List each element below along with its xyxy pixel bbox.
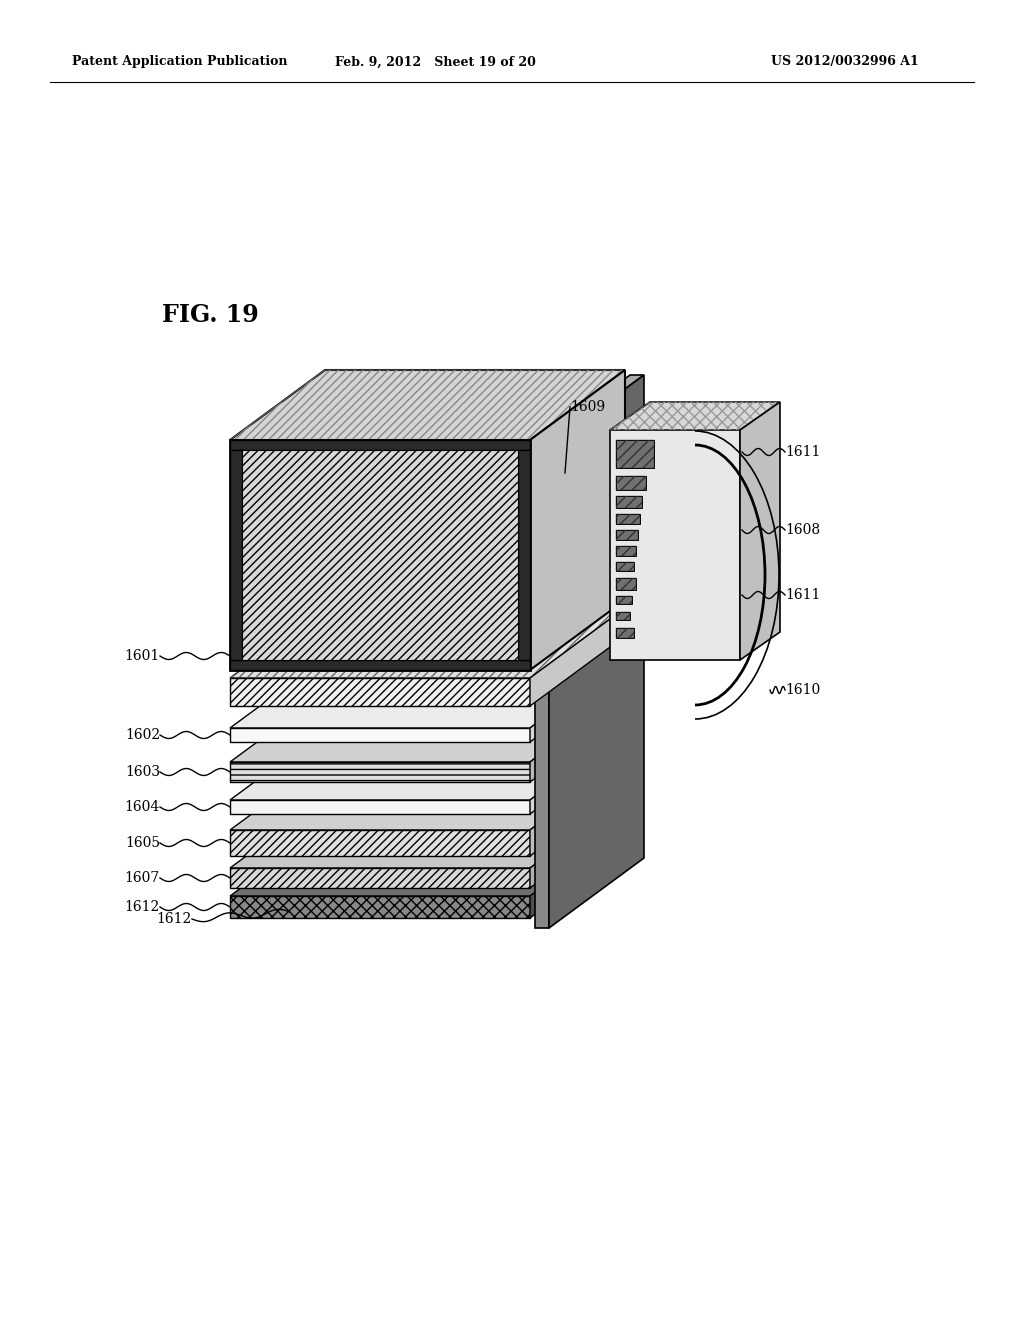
Polygon shape <box>518 450 530 660</box>
Polygon shape <box>530 657 625 742</box>
Polygon shape <box>230 826 625 896</box>
Polygon shape <box>530 799 625 888</box>
Polygon shape <box>230 799 625 869</box>
Polygon shape <box>230 762 530 781</box>
Polygon shape <box>610 403 780 430</box>
Polygon shape <box>230 440 530 450</box>
Text: 1602: 1602 <box>125 729 160 742</box>
Polygon shape <box>549 511 602 535</box>
Polygon shape <box>230 896 530 917</box>
Polygon shape <box>616 440 654 469</box>
Polygon shape <box>530 730 625 814</box>
Polygon shape <box>230 370 625 440</box>
Text: 1604: 1604 <box>125 800 160 814</box>
Text: 1608: 1608 <box>785 523 820 537</box>
Polygon shape <box>230 609 625 678</box>
Polygon shape <box>530 826 625 917</box>
Polygon shape <box>740 403 780 660</box>
Polygon shape <box>535 375 644 445</box>
Polygon shape <box>616 612 630 620</box>
Polygon shape <box>530 609 625 706</box>
Polygon shape <box>571 511 602 557</box>
Polygon shape <box>616 597 632 605</box>
Polygon shape <box>230 657 625 729</box>
Text: 1605: 1605 <box>125 836 160 850</box>
Polygon shape <box>549 375 644 928</box>
Text: 1601: 1601 <box>125 649 160 663</box>
Polygon shape <box>530 692 625 781</box>
Text: 1611: 1611 <box>785 445 820 459</box>
Text: 1607: 1607 <box>125 871 160 884</box>
Text: 1609: 1609 <box>570 400 605 414</box>
Text: Patent Application Publication: Patent Application Publication <box>72 55 288 69</box>
Text: FIG. 19: FIG. 19 <box>162 304 259 327</box>
Polygon shape <box>610 430 740 660</box>
Polygon shape <box>549 535 571 557</box>
Polygon shape <box>571 441 602 487</box>
Text: 1612: 1612 <box>157 912 193 927</box>
Polygon shape <box>616 578 636 590</box>
Polygon shape <box>549 441 602 465</box>
Polygon shape <box>616 546 636 556</box>
Polygon shape <box>616 531 638 540</box>
Text: 1610: 1610 <box>785 682 820 697</box>
Polygon shape <box>230 730 625 800</box>
Polygon shape <box>230 869 530 888</box>
Polygon shape <box>230 678 530 706</box>
Polygon shape <box>616 477 646 490</box>
Text: US 2012/0032996 A1: US 2012/0032996 A1 <box>771 55 919 69</box>
Polygon shape <box>230 760 625 830</box>
Polygon shape <box>535 445 549 928</box>
Polygon shape <box>230 450 242 660</box>
Polygon shape <box>230 692 625 762</box>
Text: Feb. 9, 2012   Sheet 19 of 20: Feb. 9, 2012 Sheet 19 of 20 <box>335 55 536 69</box>
Polygon shape <box>230 440 530 671</box>
Polygon shape <box>616 628 634 638</box>
Polygon shape <box>616 496 642 508</box>
Polygon shape <box>616 513 640 524</box>
Text: 1611: 1611 <box>785 587 820 602</box>
Polygon shape <box>549 465 571 487</box>
Polygon shape <box>530 370 625 671</box>
Text: 1603: 1603 <box>125 766 160 779</box>
Polygon shape <box>230 830 530 855</box>
Polygon shape <box>616 562 634 572</box>
Text: 1612: 1612 <box>125 900 160 913</box>
Polygon shape <box>230 660 530 671</box>
Polygon shape <box>530 760 625 855</box>
Polygon shape <box>230 729 530 742</box>
Polygon shape <box>230 800 530 814</box>
Polygon shape <box>242 450 518 660</box>
